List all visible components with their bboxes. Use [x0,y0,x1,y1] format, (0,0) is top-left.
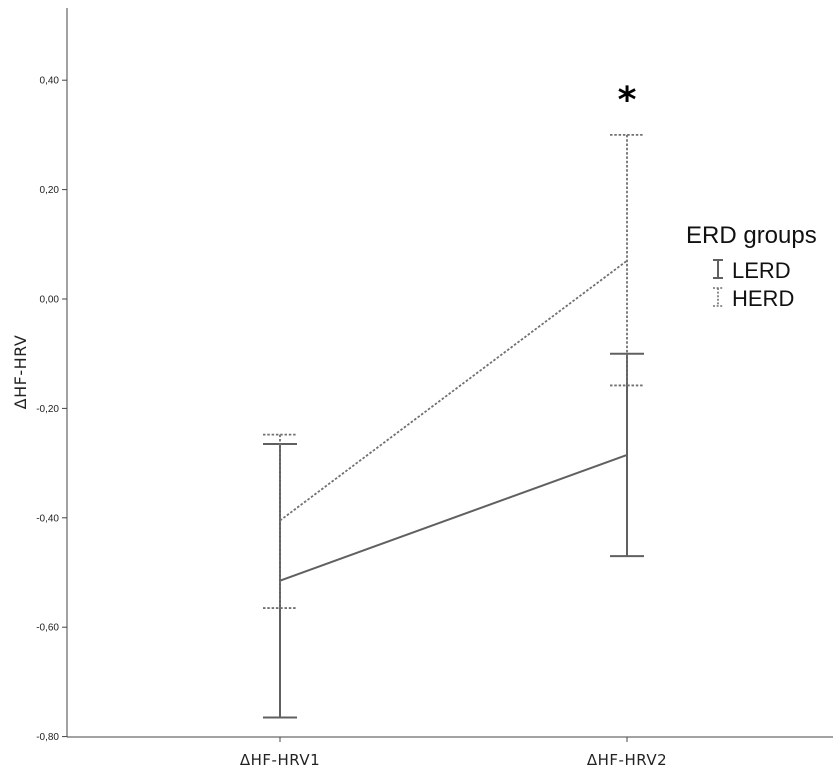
significance-marker: * [618,80,637,121]
chart-marks: * [263,80,644,719]
y-tick-label: -0,40 [36,513,59,524]
y-tick-label: -0,20 [36,404,59,415]
axes: -0,80 -0,60 -0,40 -0,20 0,00 0,20 0,40 ΔHF-HRV1… [36,8,833,769]
y-tick-label: -0,80 [36,732,59,743]
legend-title: ERD groups [686,222,817,249]
series-line-herd [279,259,628,522]
y-tick-label: -0,60 [36,623,59,634]
x-tick-label: ΔHF-HRV1 [240,751,320,769]
y-tick-label: 0,20 [40,185,60,196]
x-tick-label: ΔHF-HRV2 [587,751,667,769]
legend: ERD groups LERD HERD [686,222,817,311]
legend-label-lerd: LERD [732,258,791,283]
y-tick-label: 0,00 [40,295,60,306]
legend-label-herd: HERD [732,286,794,311]
y-tick-label: 0,40 [40,76,60,87]
y-axis-label: ΔHF-HRV [11,335,30,410]
series-line-lerd [279,453,628,582]
